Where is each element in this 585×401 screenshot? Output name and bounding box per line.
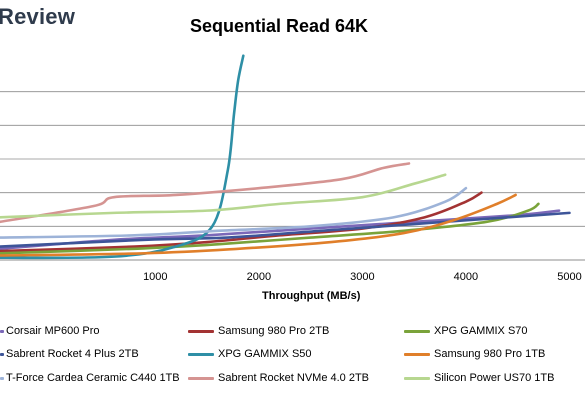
legend-label: Samsung 980 Pro 2TB [218, 325, 330, 337]
legend-swatch [0, 352, 4, 356]
x-tick-label: 5000 [557, 271, 581, 283]
series-line-7 [0, 186, 468, 239]
legend-label: Sabrent Rocket NVMe 4.0 2TB [218, 372, 370, 384]
x-axis-label: Throughput (MB/s) [262, 290, 361, 302]
legend-swatch [404, 329, 430, 333]
legend-swatch [0, 329, 4, 333]
x-tick-label: 1000 [143, 271, 167, 283]
legend-swatch [188, 352, 214, 356]
legend-label: Silicon Power US70 1TB [434, 372, 555, 384]
legend-item: Samsung 980 Pro 1TB [404, 348, 545, 360]
legend-item: Silicon Power US70 1TB [404, 372, 554, 384]
legend-swatch [188, 329, 214, 333]
series-line-9 [0, 173, 447, 219]
legend-label: XPG GAMMIX S50 [218, 348, 312, 360]
legend-label: Samsung 980 Pro 1TB [434, 348, 546, 360]
legend-item: Sabrent Rocket NVMe 4.0 2TB [188, 372, 369, 384]
legend-swatch [404, 352, 430, 356]
legend-label: Corsair MP600 Pro [6, 325, 100, 337]
series-line-5 [0, 54, 245, 260]
series-line-8 [0, 162, 411, 224]
series-line-6 [0, 193, 517, 257]
legend-item: Corsair MP600 Pro [0, 325, 100, 337]
x-tick-label: 2000 [247, 271, 271, 283]
series-lines [0, 54, 571, 260]
x-axis: 1000 2000 3000 4000 5000 [0, 259, 585, 283]
legend-item: XPG GAMMIX S70 [404, 325, 528, 337]
legend-label: XPG GAMMIX S70 [434, 325, 528, 337]
legend-item: Samsung 980 Pro 2TB [188, 325, 329, 337]
x-tick-label: 3000 [350, 271, 374, 283]
legend-label: T-Force Cardea Ceramic C440 1TB [6, 372, 180, 384]
legend-swatch [188, 376, 214, 380]
chart-title: Sequential Read 64K [190, 16, 369, 36]
series-line-3 [0, 202, 540, 255]
legend-swatch [0, 376, 4, 380]
brand-logo-text: Review [0, 4, 76, 29]
legend-item: Sabrent Rocket 4 Plus 2TB [0, 348, 139, 360]
legend-item: XPG GAMMIX S50 [188, 348, 312, 360]
legend: Corsair MP600 Pro Samsung 980 Pro 2TB XPG … [0, 316, 585, 401]
series-line-4 [0, 211, 571, 248]
legend-swatch [404, 376, 430, 380]
legend-item: T-Force Cardea Ceramic C440 1TB [0, 372, 180, 384]
legend-label: Sabrent Rocket 4 Plus 2TB [6, 348, 139, 360]
line-chart: 1000 2000 3000 4000 5000 [0, 54, 585, 283]
x-tick-label: 4000 [454, 271, 478, 283]
